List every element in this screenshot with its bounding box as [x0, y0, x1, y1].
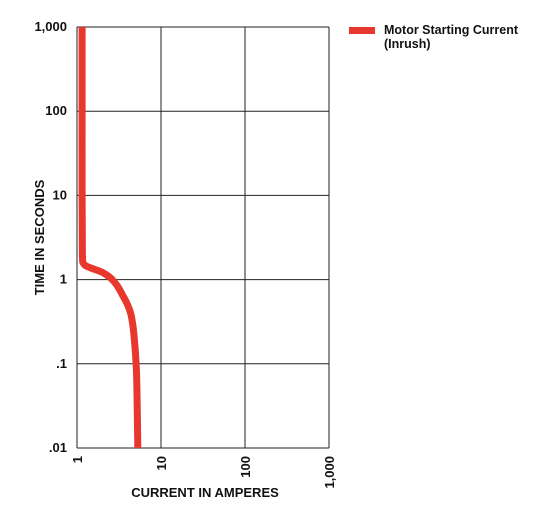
y-tick-label: .1 [56, 356, 67, 371]
y-tick-label: 10 [53, 187, 67, 202]
y-tick-label: .01 [49, 440, 67, 455]
legend-swatch [349, 27, 375, 34]
x-tick-label: 100 [238, 456, 253, 478]
grid [76, 26, 330, 449]
series-line-motor-starting-current [78, 26, 142, 449]
legend-label-line1: Motor Starting Current [384, 23, 519, 37]
x-tick-label: 10 [154, 456, 169, 470]
legend-label-line2: (Inrush) [384, 37, 431, 51]
x-axis-title: CURRENT IN AMPERES [131, 485, 279, 500]
legend: Motor Starting Current (Inrush) [349, 23, 519, 51]
y-tick-label: 100 [45, 103, 67, 118]
y-tick-label: 1 [60, 272, 67, 287]
y-axis-ticks: 1,000 100 10 1 .1 .01 [34, 19, 67, 455]
y-axis-title: TIME IN SECONDS [32, 179, 47, 295]
y-tick-label: 1,000 [34, 19, 67, 34]
x-tick-label: 1,000 [322, 456, 337, 489]
x-axis-ticks: 1 10 100 1,000 [70, 456, 337, 489]
x-tick-label: 1 [70, 456, 85, 463]
